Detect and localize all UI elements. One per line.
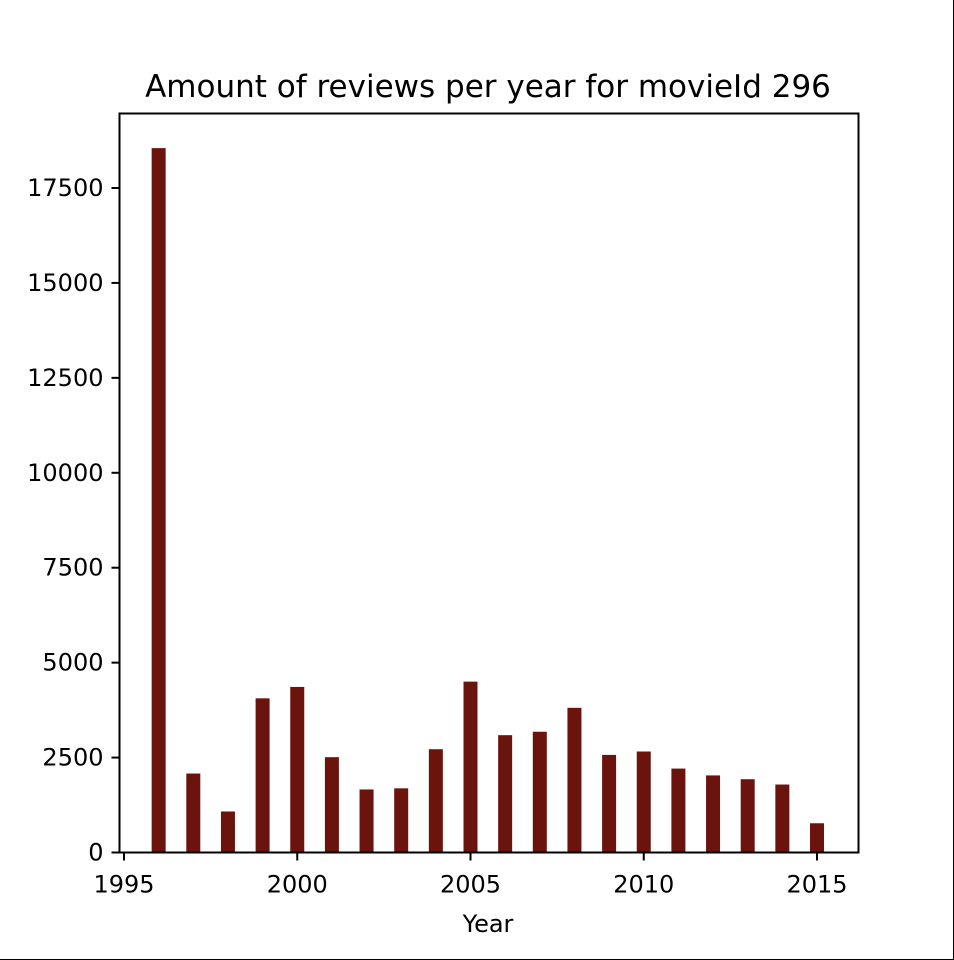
bar-2010 — [636, 751, 651, 853]
bar-2000 — [290, 686, 305, 853]
plot-area — [118, 112, 860, 854]
x-tick-label: 2000 — [267, 871, 328, 899]
bar-2002 — [359, 789, 374, 853]
bar-2011 — [671, 768, 686, 853]
bar-1996 — [151, 148, 166, 853]
bar-1997 — [186, 773, 201, 853]
y-tick-label: 10000 — [27, 459, 103, 487]
y-tick-label: 12500 — [27, 364, 103, 392]
bar-2003 — [394, 788, 409, 853]
bar-2015 — [810, 823, 824, 853]
x-axis-ticks: 1995 2000 2005 2010 2015 — [93, 852, 848, 899]
bars — [151, 148, 824, 853]
x-tick-label: 2005 — [440, 871, 501, 899]
y-tick-label: 7500 — [42, 554, 103, 582]
y-tick-label: 0 — [88, 839, 103, 867]
y-tick-label: 2500 — [42, 744, 103, 772]
chart-title: Amount of reviews per year for movieId 2… — [145, 69, 831, 105]
bar-2001 — [324, 757, 339, 853]
bar-1998 — [220, 811, 235, 853]
bar-2013 — [740, 779, 755, 853]
x-axis-label: Year — [462, 910, 514, 938]
y-tick-label: 5000 — [42, 649, 103, 677]
x-tick-label: 2015 — [786, 871, 847, 899]
y-axis-ticks: 0 2500 5000 7500 10000 12500 15000 17500 — [27, 174, 120, 867]
bar-2009 — [602, 754, 617, 853]
bar-2006 — [498, 735, 513, 853]
bar-2004 — [428, 749, 443, 853]
bar-2014 — [775, 784, 790, 853]
x-tick-label: 1995 — [93, 871, 154, 899]
y-tick-label: 17500 — [27, 174, 103, 202]
bar-1999 — [255, 698, 270, 853]
y-tick-label: 15000 — [27, 269, 103, 297]
x-tick-label: 2010 — [613, 871, 674, 899]
bar-2012 — [706, 775, 721, 853]
bar-2005 — [463, 681, 478, 853]
bar-2007 — [532, 731, 547, 853]
bar-2008 — [567, 707, 582, 853]
